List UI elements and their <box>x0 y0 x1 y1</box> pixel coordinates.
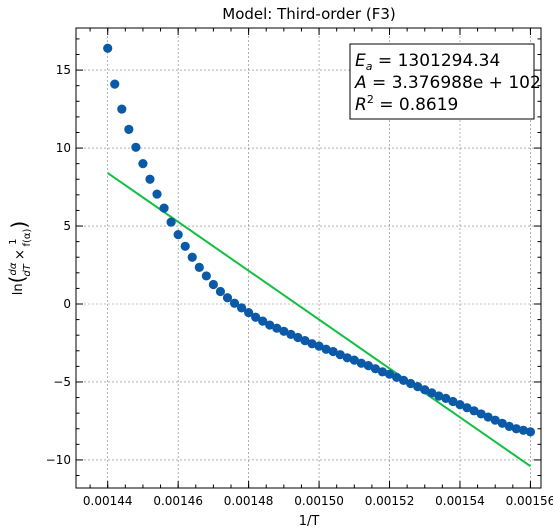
data-point <box>307 339 317 349</box>
data-point <box>413 382 423 392</box>
y-tick-label: 0 <box>63 297 71 311</box>
data-point <box>166 217 176 227</box>
data-point <box>518 425 528 435</box>
data-point <box>258 316 268 326</box>
x-tick-label: 0.00152 <box>365 494 415 508</box>
data-point <box>272 323 282 333</box>
data-point <box>145 174 155 184</box>
data-point <box>194 262 204 272</box>
plot-frame <box>75 27 542 489</box>
data-point <box>293 332 303 343</box>
data-point <box>497 418 507 428</box>
data-point <box>103 43 113 53</box>
data-point <box>236 303 247 313</box>
fit-line-group <box>107 172 532 467</box>
data-point <box>110 79 120 89</box>
data-point <box>427 388 437 398</box>
data-point <box>476 409 486 419</box>
data-point <box>201 271 211 281</box>
data-point <box>321 344 331 354</box>
axes: 0.00144 0.00146 0.00148 0.00150 0.00152 0.001… <box>46 28 553 508</box>
x-tick-label: 0.00150 <box>294 494 344 508</box>
data-point <box>342 353 352 363</box>
data-point <box>187 252 197 262</box>
data-point <box>434 391 444 401</box>
data-point <box>370 364 381 374</box>
data-point <box>124 124 134 134</box>
x-tick-label: 0.00146 <box>153 494 203 508</box>
data-point <box>159 203 169 213</box>
data-point <box>391 372 402 382</box>
data-point <box>335 350 345 360</box>
data-point <box>314 341 324 351</box>
chart-title: Model: Third-order (F3) <box>222 5 395 23</box>
y-tick-label: −10 <box>46 453 71 467</box>
y-tick-label: −5 <box>53 375 71 389</box>
data-point <box>448 396 458 407</box>
fit-line <box>107 172 532 467</box>
y-tick-label: 15 <box>56 63 71 77</box>
data-point <box>384 369 395 379</box>
x-axis-label: 1/T <box>299 514 320 529</box>
data-point <box>420 385 430 395</box>
data-point <box>265 320 275 330</box>
data-point <box>173 230 183 240</box>
data-point <box>328 346 338 357</box>
y-tick-label: 10 <box>56 141 71 155</box>
data-point <box>462 403 472 413</box>
data-point <box>180 241 190 251</box>
data-point <box>469 406 479 416</box>
annotation-r2: R2 = 0.8619 <box>355 93 458 115</box>
data-point <box>455 399 465 410</box>
data-point <box>152 189 162 199</box>
data-point <box>349 355 359 365</box>
data-point <box>279 326 289 336</box>
data-point <box>490 415 500 425</box>
data-point <box>251 312 261 322</box>
annotation-box: Ea = 1301294.34 A = 3.376988e + 102 R2 =… <box>349 43 541 120</box>
data-point <box>441 393 451 403</box>
data-point <box>300 336 310 346</box>
data-point <box>229 298 240 308</box>
data-point <box>244 307 254 318</box>
data-point <box>356 358 366 368</box>
data-point <box>525 427 536 437</box>
annotation-border <box>349 43 535 120</box>
data-point <box>215 286 226 297</box>
data-point <box>399 375 409 386</box>
x-tick-label: 0.00148 <box>224 494 274 508</box>
data-points-group <box>103 43 536 437</box>
data-point <box>483 412 493 422</box>
data-point <box>363 360 373 371</box>
data-point <box>286 329 296 340</box>
data-point <box>406 378 416 389</box>
y-tick-label: 5 <box>63 219 71 233</box>
data-point <box>511 424 521 434</box>
data-point <box>504 421 514 432</box>
data-point <box>138 159 148 169</box>
data-point <box>377 367 388 377</box>
data-point <box>222 293 233 303</box>
annotation-a: A = 3.376988e + 102 <box>354 73 541 93</box>
data-point <box>117 104 127 114</box>
x-tick-label: 0.00156 <box>506 494 553 508</box>
annotation-ea: Ea = 1301294.34 <box>355 51 500 73</box>
y-axis-label: ln(dα dT × 1 f(α)) <box>5 221 33 295</box>
x-tick-label: 0.00144 <box>83 494 133 508</box>
data-point <box>208 279 218 290</box>
data-point <box>131 142 141 152</box>
x-tick-label: 0.00154 <box>435 494 485 508</box>
